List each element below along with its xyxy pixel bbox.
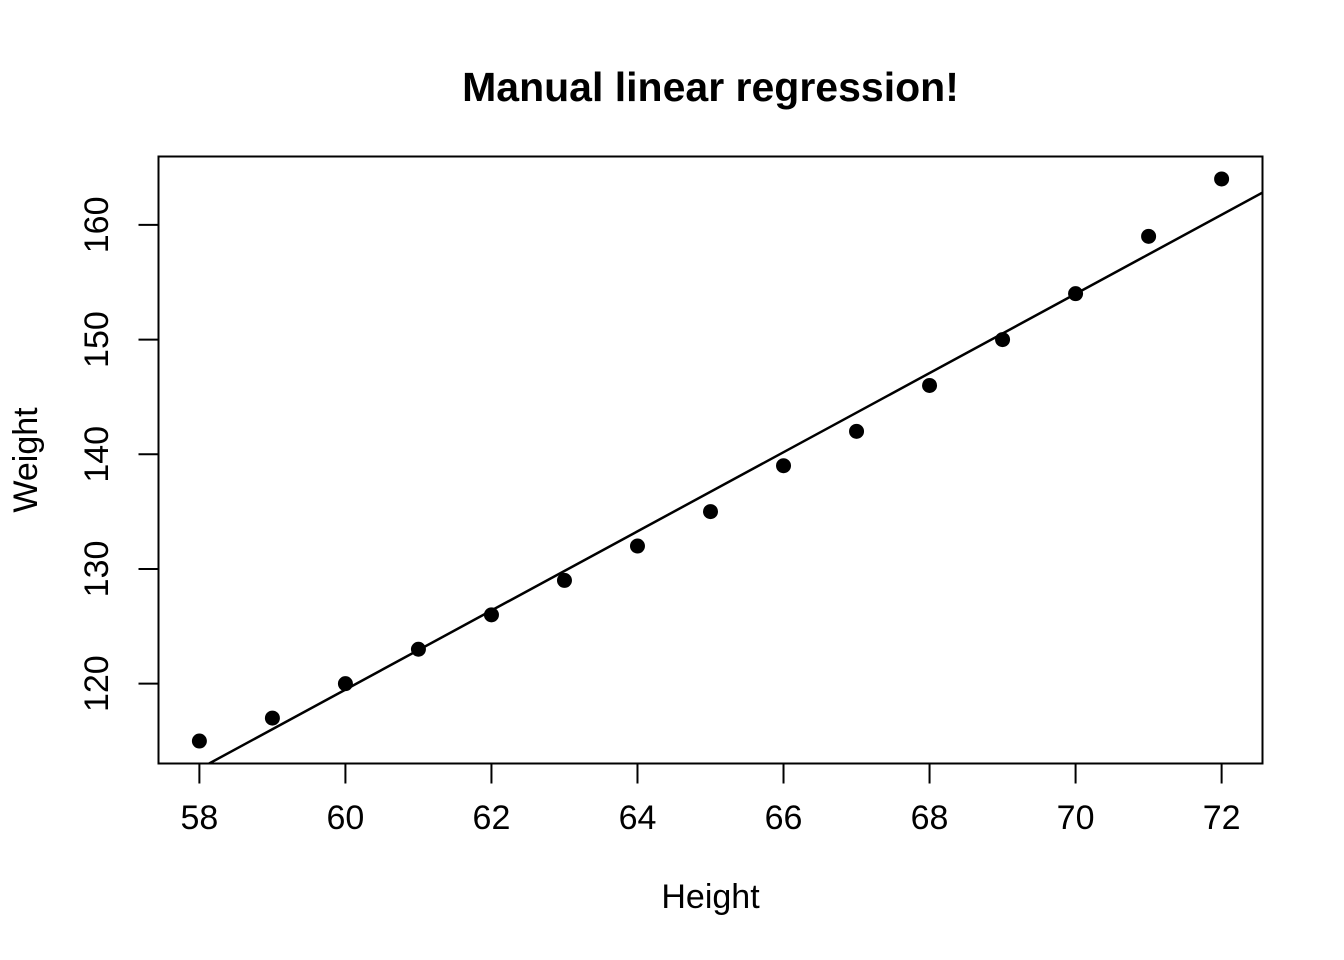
data-point: [995, 332, 1011, 348]
data-point: [703, 504, 718, 520]
x-axis-label: Height: [661, 878, 760, 916]
regression-line: [206, 191, 1263, 764]
x-tick-label: 60: [327, 799, 365, 837]
data-point: [1214, 171, 1230, 187]
x-tick-label: 66: [765, 799, 803, 837]
chart-layer: 58 60 62 64 66 68 70 72 120 130 140 150 160: [78, 171, 1263, 837]
x-tick-label: 58: [180, 799, 218, 837]
x-tick-label: 72: [1203, 799, 1241, 837]
chart-title: Manual linear regression!: [462, 64, 959, 110]
data-point: [337, 676, 353, 692]
x-tick-label: 68: [911, 799, 949, 837]
x-tick-label: 62: [473, 799, 511, 837]
y-tick-label: 140: [78, 426, 116, 483]
x-tick-label: 64: [619, 799, 657, 837]
data-point: [264, 710, 280, 726]
data-point: [556, 572, 572, 588]
data-point: [1068, 286, 1084, 302]
data-point: [1141, 228, 1157, 244]
plot-border: [157, 155, 1264, 765]
data-point: [191, 733, 207, 749]
data-point: [410, 641, 426, 657]
y-tick-label: 120: [78, 655, 116, 712]
x-tick-label: 70: [1057, 799, 1095, 837]
y-tick-label: 130: [78, 541, 116, 598]
data-point: [776, 458, 792, 474]
y-tick-label: 160: [78, 196, 116, 253]
y-axis-label: Weight: [7, 407, 45, 513]
data-point: [629, 538, 645, 554]
data-point: [922, 377, 938, 393]
data-point: [849, 423, 865, 439]
y-tick-label: 150: [78, 311, 116, 368]
data-point: [483, 607, 499, 623]
